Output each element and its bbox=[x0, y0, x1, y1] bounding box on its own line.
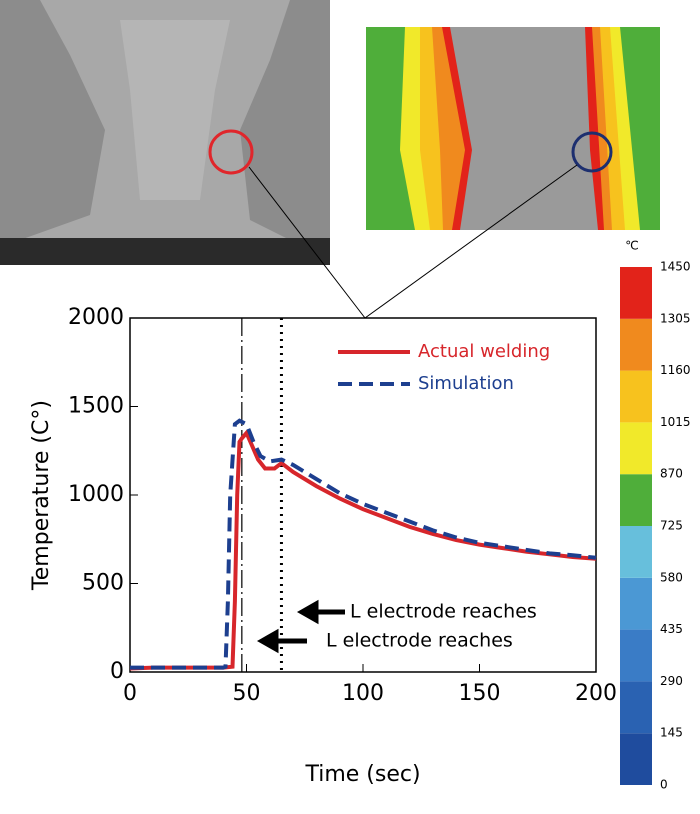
colorbar-band bbox=[620, 733, 652, 785]
y-tick-label: 500 bbox=[82, 571, 124, 596]
colorbar-band bbox=[620, 474, 652, 526]
weld-photo bbox=[0, 0, 330, 265]
colorbar-tick-label: 725 bbox=[660, 519, 683, 533]
colorbar-tick-label: 1015 bbox=[660, 415, 691, 429]
x-tick-label: 50 bbox=[233, 681, 261, 706]
colorbar-band bbox=[620, 526, 652, 578]
arrow bbox=[296, 599, 345, 625]
colorbar-band bbox=[620, 577, 652, 630]
series-line bbox=[129, 429, 597, 671]
x-tick-label: 0 bbox=[123, 681, 137, 706]
colorbar-tick-label: 435 bbox=[660, 622, 683, 636]
x-axis-label: Time (sec) bbox=[304, 762, 420, 787]
colorbar-unit: ℃ bbox=[625, 239, 638, 253]
x-tick-label: 100 bbox=[342, 681, 384, 706]
colorbar-band bbox=[620, 629, 652, 682]
simulation-image bbox=[366, 27, 660, 230]
colorbar-tick-label: 580 bbox=[660, 570, 683, 584]
colorbar-band bbox=[620, 267, 652, 319]
y-tick-label: 2000 bbox=[68, 305, 124, 330]
arrow bbox=[256, 628, 307, 654]
y-tick-label: 0 bbox=[110, 659, 124, 684]
colorbar-tick-label: 870 bbox=[660, 467, 683, 481]
x-tick-label: 150 bbox=[459, 681, 501, 706]
colorbar-tick-label: 145 bbox=[660, 726, 683, 740]
colorbar-tick-label: 290 bbox=[660, 674, 683, 688]
colorbar-band bbox=[620, 681, 652, 734]
legend-label: Actual welding bbox=[418, 341, 550, 362]
colorbar-band bbox=[620, 370, 652, 423]
leader-line bbox=[364, 164, 578, 319]
colorbar-band bbox=[620, 318, 652, 371]
y-axis-label: Temperature (C°) bbox=[29, 400, 54, 591]
y-tick-label: 1500 bbox=[68, 394, 124, 419]
colorbar-tick-label: 1305 bbox=[660, 311, 691, 325]
annotation: L electrode reaches bbox=[350, 601, 537, 623]
colorbar-tick-label: 1450 bbox=[660, 260, 691, 274]
annotation: L electrode reaches bbox=[326, 630, 513, 652]
series-line bbox=[130, 418, 597, 670]
x-tick-label: 200 bbox=[575, 681, 617, 706]
leader-line bbox=[248, 166, 366, 319]
colorbar-tick-label: 1160 bbox=[660, 363, 691, 377]
y-tick-label: 1000 bbox=[68, 482, 124, 507]
legend-label: Simulation bbox=[418, 373, 514, 394]
colorbar-tick-label: 0 bbox=[660, 778, 668, 792]
colorbar-band bbox=[620, 422, 652, 475]
